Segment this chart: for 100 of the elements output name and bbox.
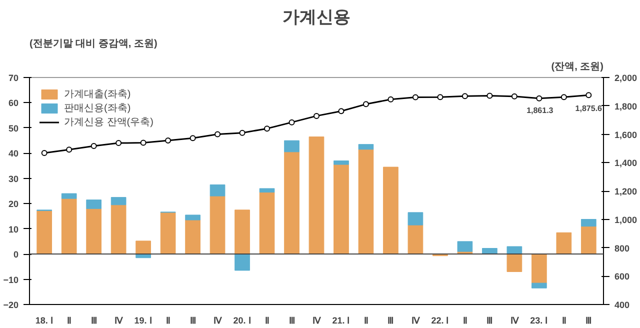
bar (160, 212, 176, 254)
point (560, 94, 567, 100)
point (214, 131, 221, 138)
point (412, 94, 418, 100)
x-tick-label: Ⅳ (214, 316, 223, 326)
y-tick-label: 70 (8, 73, 19, 83)
bar (506, 246, 522, 254)
x-tick-label: Ⅱ (166, 316, 170, 326)
x-tick-label: Ⅱ (364, 316, 368, 326)
x-tick-label: 23. Ⅰ (530, 316, 548, 326)
bar (284, 152, 300, 254)
bar (61, 193, 77, 199)
y-tick-label: 50 (8, 123, 19, 134)
point (462, 93, 468, 100)
x-tick-label: Ⅲ (90, 316, 97, 326)
x-tick-label: Ⅱ (562, 316, 566, 326)
legend-label: 가계대출(좌축) (64, 88, 131, 101)
x-tick-label: 19. Ⅰ (134, 316, 152, 326)
bar (408, 224, 424, 254)
y2-tick-label: 400 (614, 300, 630, 310)
data-label: 1,875.6 (575, 104, 603, 114)
y2-tick-label: 1,000 (614, 214, 638, 225)
y-tick-label: 30 (8, 174, 19, 184)
point (140, 140, 146, 146)
bar (284, 140, 300, 152)
point (116, 140, 122, 146)
x-tick-label: 20. Ⅰ (233, 316, 252, 326)
bar (308, 136, 324, 254)
point (90, 143, 97, 150)
y-axis-title: (전분기말 대비 증감액, 조원) (30, 38, 158, 50)
point (437, 94, 444, 100)
point (362, 101, 369, 108)
point (388, 96, 394, 102)
bar (110, 204, 126, 254)
bar (136, 240, 151, 254)
bar (61, 198, 77, 254)
point (165, 137, 172, 144)
x-tick-label: Ⅳ (312, 316, 322, 326)
bar (334, 164, 349, 254)
bar (358, 144, 374, 150)
bar (457, 241, 473, 252)
y-tick-label: 40 (8, 148, 19, 159)
bar (358, 149, 374, 254)
x-tick-label: Ⅳ (114, 316, 124, 326)
y2-tick-label: 1,400 (614, 158, 638, 168)
bar (259, 192, 275, 254)
x-tick-label: Ⅲ (288, 316, 295, 326)
point (338, 108, 344, 114)
bar (210, 184, 226, 196)
bar (185, 220, 200, 254)
y2-tick-label: 2,000 (614, 73, 638, 83)
bar (532, 254, 547, 284)
data-label: 1,861.3 (526, 106, 554, 116)
point (486, 92, 493, 99)
bar (556, 232, 572, 254)
y-tick-label: −10 (3, 274, 19, 285)
bar (36, 210, 52, 254)
point (41, 150, 48, 156)
point (288, 119, 295, 126)
y2-tick-label: 1,200 (614, 186, 638, 196)
x-tick-label: Ⅲ (190, 316, 196, 326)
bar (408, 212, 424, 226)
bar (185, 214, 200, 220)
bar (580, 219, 596, 227)
x-tick-label: Ⅲ (586, 316, 592, 326)
x-tick-label: Ⅲ (388, 316, 394, 326)
y-tick-label: 10 (8, 224, 19, 234)
bar (383, 166, 398, 254)
point (264, 126, 270, 132)
point (190, 135, 196, 142)
bar (210, 196, 226, 254)
point (66, 146, 72, 153)
x-tick-label: 22. Ⅰ (431, 316, 450, 326)
y-tick-label: 0 (13, 250, 19, 260)
chart-title: 가계신용 (282, 8, 350, 26)
bar (532, 282, 547, 288)
y2-tick-label: 600 (614, 272, 630, 282)
bar (580, 226, 596, 254)
y2-tick-label: 1,600 (614, 130, 638, 140)
bar (234, 254, 250, 271)
y-tick-label: −20 (3, 300, 19, 310)
y2-tick-label: 800 (614, 243, 630, 254)
y-tick-label: 20 (8, 199, 19, 210)
point (511, 93, 518, 100)
x-tick-label: Ⅱ (265, 316, 270, 326)
x-tick-label: 21. Ⅰ (332, 316, 350, 326)
point (314, 112, 320, 119)
bar (86, 200, 102, 209)
bar (506, 254, 522, 272)
point (536, 95, 542, 102)
bar (110, 197, 126, 206)
legend-label: 가계신용 잔액(우축) (64, 116, 154, 129)
x-tick-label: Ⅳ (510, 316, 520, 326)
x-tick-label: Ⅱ (67, 316, 72, 326)
y-tick-label: 60 (8, 98, 19, 108)
bar (334, 160, 349, 165)
x-tick-label: Ⅲ (486, 316, 493, 326)
x-tick-label: Ⅱ (462, 316, 467, 326)
point (586, 92, 592, 98)
point (239, 130, 246, 136)
